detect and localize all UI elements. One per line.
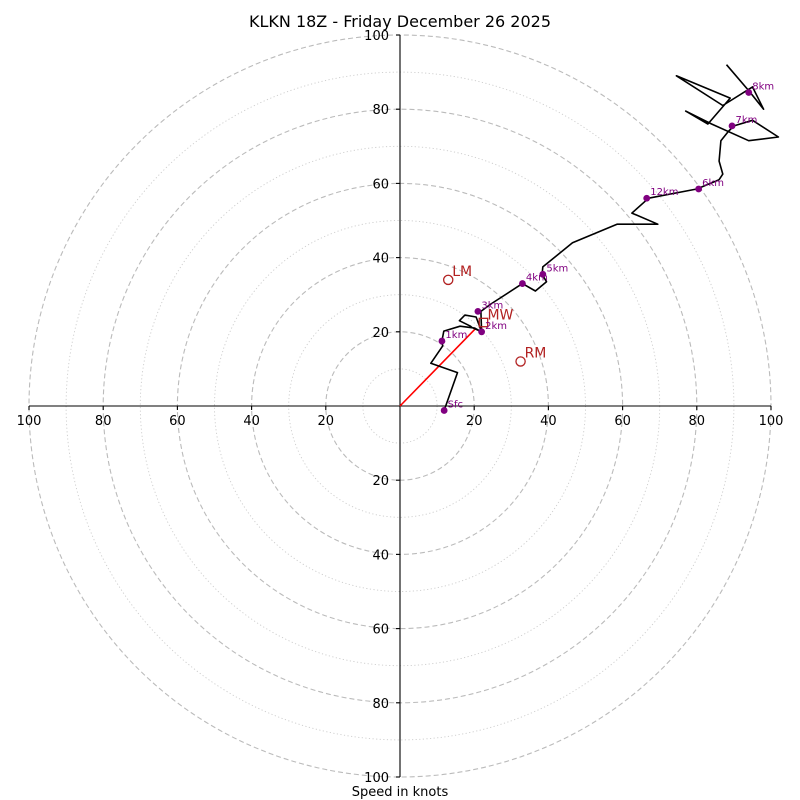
x-tick-label: 80 <box>689 414 706 429</box>
height-marker-4km <box>519 280 526 287</box>
hodograph-trace <box>429 64 780 411</box>
x-tick-label: 20 <box>466 414 483 429</box>
storm-motion-label-lm: LM <box>452 264 472 280</box>
hodograph-series <box>399 64 780 414</box>
height-label-4km: 4km <box>526 273 548 284</box>
bulk-shear-vector <box>399 327 477 407</box>
height-marker-2km <box>478 328 486 336</box>
tick-labels: 100 80 60 40 20 20 40 60 80 100 100 80 60 40 20 20 40 60 8… <box>17 29 784 786</box>
storm-motion-marker-rm <box>515 356 526 367</box>
y-tick-label: 80 <box>372 697 389 712</box>
height-marker-5km <box>539 270 547 278</box>
height-label-12km: 12km <box>650 187 678 198</box>
x-tick-label: 40 <box>540 414 557 429</box>
x-tick-label: 100 <box>759 414 784 429</box>
y-tick-label: 40 <box>372 252 389 267</box>
height-label-8km: 8km <box>752 82 774 93</box>
height-marker-sfc <box>440 407 448 414</box>
height-label-sfc: Sfc <box>448 399 463 410</box>
x-tick-label: 80 <box>95 414 112 429</box>
height-label-6km: 6km <box>702 178 724 189</box>
storm-motion-marker-lm <box>442 274 454 286</box>
mean-wind-label: MW <box>487 308 513 324</box>
x-tick-label: 20 <box>318 414 335 429</box>
x-tick-label: 40 <box>243 414 260 429</box>
y-tick-label: 80 <box>372 103 389 118</box>
y-tick-label: 60 <box>372 623 389 638</box>
y-tick-label: 100 <box>364 771 389 786</box>
storm-motion-label-rm: RM <box>525 345 547 361</box>
mean-wind-marker <box>478 317 489 328</box>
height-label-3km: 3km <box>481 300 503 311</box>
y-tick-label: 60 <box>372 177 389 192</box>
height-marker-8km <box>745 89 753 96</box>
x-tick-label: 100 <box>17 414 42 429</box>
height-label-7km: 7km <box>736 115 758 126</box>
height-marker-12km <box>643 194 651 202</box>
x-tick-label: 60 <box>169 414 186 429</box>
x-axis-label: Speed in knots <box>352 785 449 800</box>
height-label-1km: 1km <box>445 330 467 341</box>
height-marker-7km <box>728 122 736 130</box>
height-label-2km: 2km <box>485 321 507 332</box>
x-tick-label: 60 <box>614 414 631 429</box>
y-tick-label: 40 <box>372 548 389 563</box>
y-tick-label: 20 <box>372 326 389 341</box>
height-marker-3km <box>474 307 482 315</box>
height-marker-6km <box>695 185 703 193</box>
height-label-5km: 5km <box>546 263 568 274</box>
y-tick-label: 100 <box>364 29 389 44</box>
height-marker-1km <box>438 337 446 345</box>
y-tick-label: 20 <box>372 474 389 489</box>
chart-title: KLKN 18Z - Friday December 26 2025 <box>249 12 551 31</box>
